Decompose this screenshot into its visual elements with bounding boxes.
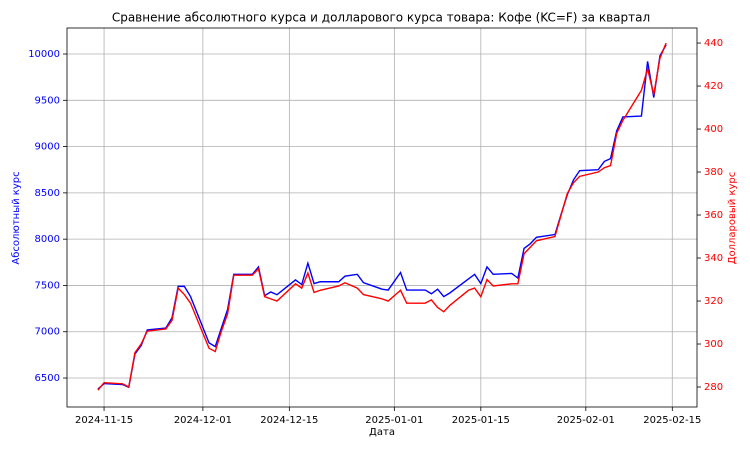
y-axis-label: Абсолютный курс bbox=[11, 171, 22, 264]
series-line bbox=[97, 42, 667, 391]
y2-tick-label: 320 bbox=[704, 296, 723, 307]
x-tick-label: 2025-01-01 bbox=[365, 415, 423, 426]
chart-title: Сравнение абсолютного курса и долларовог… bbox=[112, 11, 650, 25]
y2-axis-label: Долларовый курс bbox=[727, 172, 738, 265]
x-tick-label: 2024-12-01 bbox=[174, 415, 232, 426]
x-axis-label: Дата bbox=[369, 427, 395, 438]
y-tick-label: 9000 bbox=[35, 142, 60, 153]
x-tick-label: 2025-02-01 bbox=[557, 415, 615, 426]
y2-tick-label: 420 bbox=[704, 81, 723, 92]
y2-tick-label: 440 bbox=[704, 38, 723, 49]
x-tick-label: 2025-02-15 bbox=[643, 415, 701, 426]
y-tick-label: 8000 bbox=[35, 234, 60, 245]
plot-frame bbox=[66, 27, 698, 408]
series-line bbox=[97, 44, 667, 390]
y-tick-label: 7500 bbox=[35, 280, 60, 291]
y-tick-label: 10000 bbox=[28, 49, 60, 60]
y2-tick-label: 340 bbox=[704, 253, 723, 264]
y-tick-label: 8500 bbox=[35, 188, 60, 199]
x-tick-label: 2024-11-15 bbox=[75, 415, 133, 426]
y2-tick-label: 380 bbox=[704, 167, 723, 178]
y-tick-label: 6500 bbox=[35, 373, 60, 384]
y-tick-label: 9500 bbox=[35, 95, 60, 106]
y2-tick-label: 360 bbox=[704, 210, 723, 221]
y2-tick-label: 280 bbox=[704, 382, 723, 393]
y2-tick-label: 400 bbox=[704, 124, 723, 135]
x-tick-label: 2025-01-15 bbox=[452, 415, 510, 426]
y-tick-label: 7000 bbox=[35, 327, 60, 338]
x-tick-label: 2024-12-15 bbox=[260, 415, 318, 426]
y2-tick-label: 300 bbox=[704, 339, 723, 350]
